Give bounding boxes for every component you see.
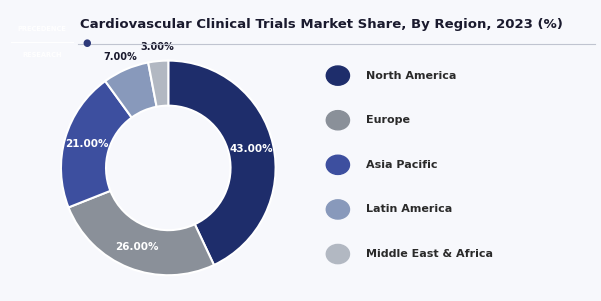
Wedge shape: [105, 63, 157, 118]
Text: North America: North America: [365, 71, 456, 81]
Wedge shape: [61, 81, 132, 207]
Text: 26.00%: 26.00%: [115, 242, 159, 252]
Wedge shape: [69, 191, 214, 275]
Text: Cardiovascular Clinical Trials Market Share, By Region, 2023 (%): Cardiovascular Clinical Trials Market Sh…: [80, 18, 563, 31]
Text: 21.00%: 21.00%: [65, 139, 109, 149]
Text: ●: ●: [83, 38, 91, 48]
Circle shape: [326, 155, 350, 175]
Text: Asia Pacific: Asia Pacific: [365, 160, 437, 170]
Text: Latin America: Latin America: [365, 204, 452, 214]
Wedge shape: [168, 61, 276, 265]
Wedge shape: [148, 61, 168, 107]
Text: RESEARCH: RESEARCH: [22, 52, 61, 58]
Circle shape: [326, 66, 350, 85]
Text: 3.00%: 3.00%: [140, 42, 174, 52]
Text: 7.00%: 7.00%: [103, 51, 137, 62]
Circle shape: [326, 200, 350, 219]
Text: PRECEDENCE: PRECEDENCE: [17, 26, 66, 32]
Text: Middle East & Africa: Middle East & Africa: [365, 249, 493, 259]
Text: Europe: Europe: [365, 115, 409, 125]
Text: 43.00%: 43.00%: [229, 144, 273, 154]
Circle shape: [326, 244, 350, 264]
Circle shape: [326, 110, 350, 130]
